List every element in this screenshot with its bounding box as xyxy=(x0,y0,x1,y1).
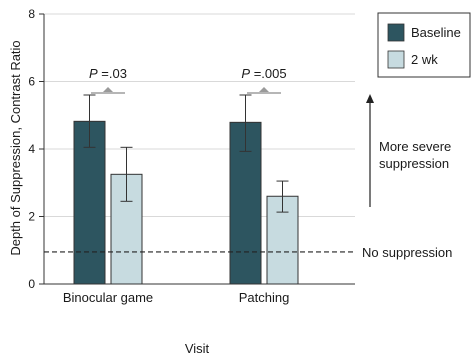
legend-swatch-baseline xyxy=(387,23,405,42)
p-value-label: P =.03 xyxy=(89,66,127,81)
y-axis: 0 2 4 6 8 xyxy=(28,7,45,291)
no-suppression-label: No suppression xyxy=(362,245,452,260)
error-bars xyxy=(83,94,289,213)
x-category-labels: Binocular game Patching xyxy=(63,290,289,305)
p-value-annotations: P =.03 P =.005 xyxy=(89,66,287,94)
y-axis-title: Depth of Suppression, Contrast Ratio xyxy=(8,40,23,255)
x-category-label: Binocular game xyxy=(63,290,153,305)
x-axis-title: Visit xyxy=(185,341,210,356)
comparison-marker xyxy=(103,87,113,92)
y-tick-label: 0 xyxy=(28,277,35,291)
y-tick-label: 2 xyxy=(28,210,35,224)
y-tick-label: 6 xyxy=(28,75,35,89)
legend-label-baseline: Baseline xyxy=(411,25,461,40)
legend-label-2wk: 2 wk xyxy=(411,52,438,67)
legend: Baseline 2 wk xyxy=(377,12,471,78)
bars xyxy=(73,120,299,285)
x-category-label: Patching xyxy=(239,290,290,305)
y-tick-label: 4 xyxy=(28,142,35,156)
arrow-annotation-line1: More severe xyxy=(379,139,451,154)
legend-swatch-2wk xyxy=(387,50,405,69)
arrow-annotation-line2: suppression xyxy=(379,156,449,171)
y-tick-label: 8 xyxy=(28,7,35,21)
severity-arrow xyxy=(366,94,374,207)
arrow-head xyxy=(366,94,374,103)
p-value-label: P =.005 xyxy=(241,66,286,81)
comparison-marker xyxy=(259,87,269,92)
